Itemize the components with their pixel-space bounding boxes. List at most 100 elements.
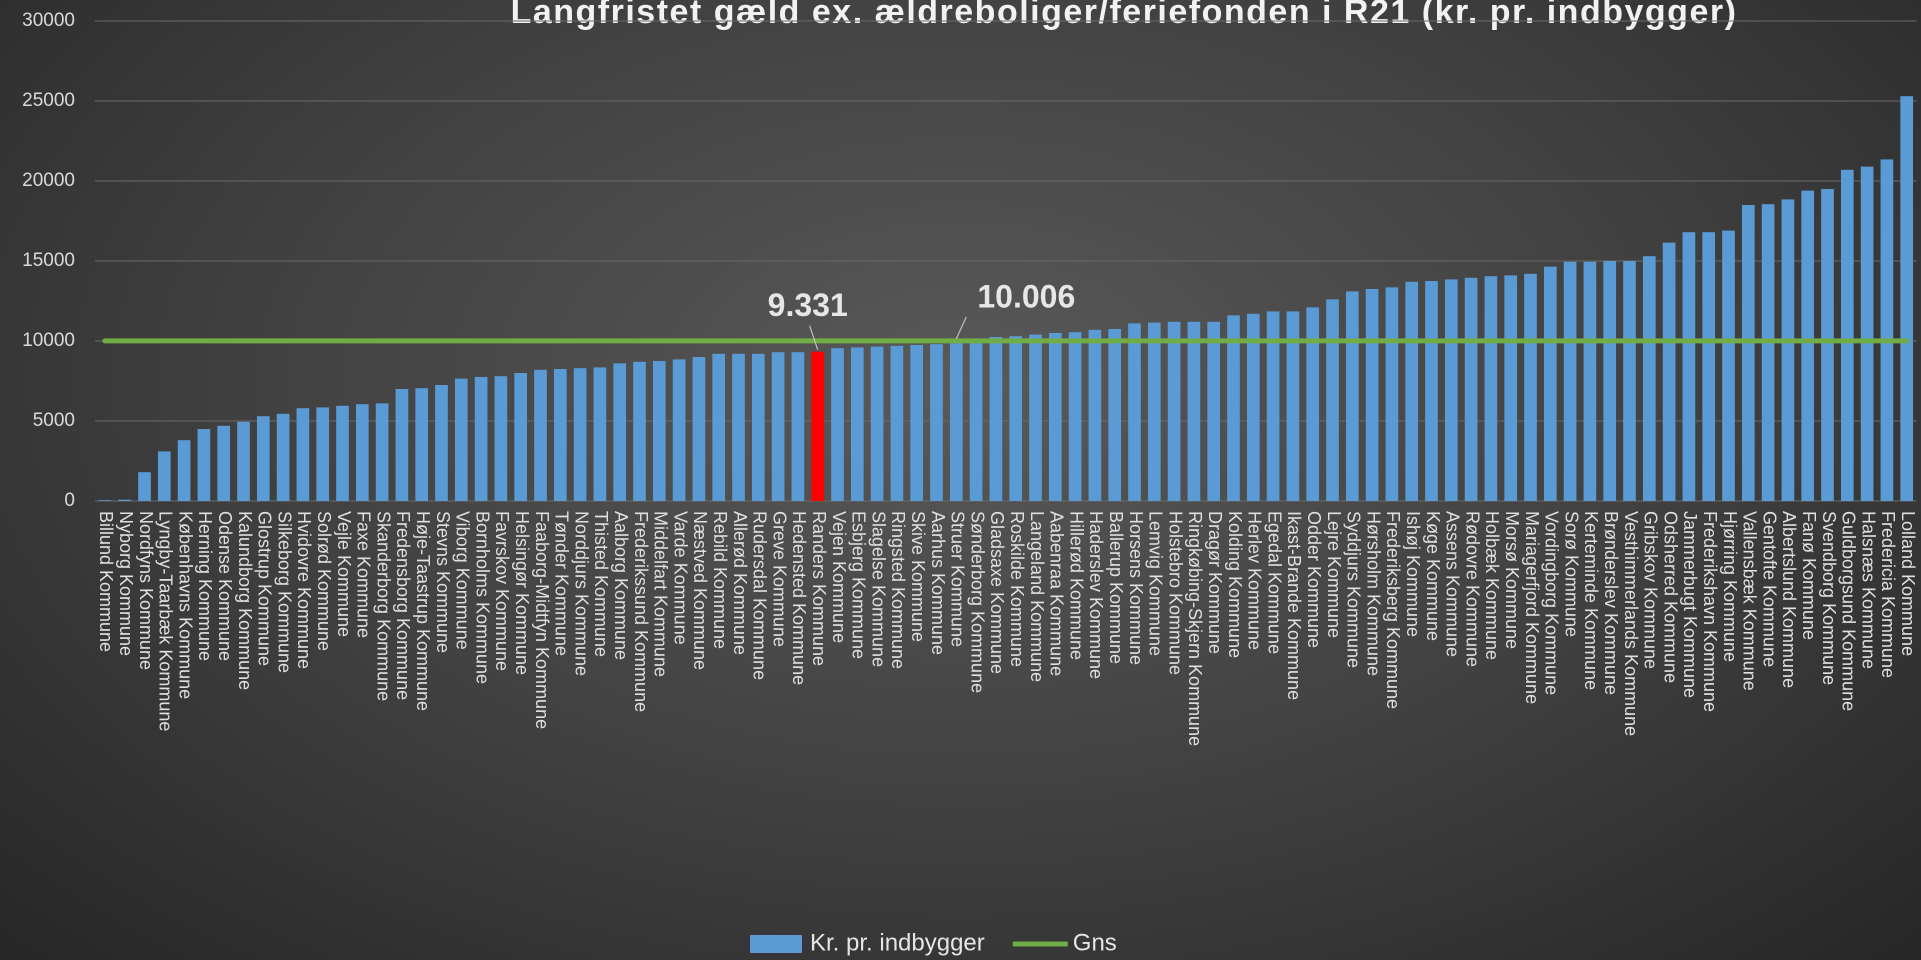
bar [1029, 334, 1042, 501]
x-tick-label: Svendborg Kommune [1819, 511, 1839, 685]
x-tick-label: Viborg Kommune [453, 511, 473, 650]
x-tick-label: Syddjurs Kommune [1344, 511, 1364, 668]
x-tick-label: Sønderborg Kommune [967, 511, 987, 693]
y-tick-label: 0 [64, 490, 75, 511]
bar [791, 352, 805, 501]
bar [989, 337, 1003, 501]
bar [969, 341, 983, 501]
bar [1682, 232, 1696, 501]
bar [1128, 323, 1141, 501]
bar [415, 388, 429, 501]
x-tick-label: Frederikssund Kommune [631, 511, 651, 712]
y-tick-label: 25000 [22, 90, 75, 111]
bar [771, 352, 785, 501]
leader-line [955, 316, 967, 340]
bar [1147, 322, 1161, 501]
bar [672, 359, 686, 501]
y-tick-label: 5000 [33, 410, 75, 431]
bar [514, 373, 528, 501]
x-tick-label: Slagelse Kommune [868, 511, 888, 667]
x-tick-label: Vordingborg Kommune [1542, 511, 1562, 695]
x-tick-label: Faxe Kommune [354, 511, 374, 638]
bar [355, 404, 369, 501]
x-tick-label: Odder Kommune [1304, 511, 1324, 648]
x-tick-label: Lejre Kommune [1324, 511, 1344, 638]
x-tick-label: Halsnæs Kommune [1858, 511, 1878, 669]
x-tick-label: Guldborgsund Kommune [1839, 511, 1859, 711]
bar [454, 378, 468, 501]
x-tick-label: Dragør Kommune [1205, 511, 1225, 654]
x-tick-label: Solrød Kommune [314, 511, 334, 651]
x-tick-label: Ishøj Kommune [1403, 511, 1423, 637]
x-tick-label: Næstved Kommune [690, 511, 710, 670]
bar [593, 367, 607, 501]
x-tick-label: Skanderborg Kommune [373, 511, 393, 701]
bar [474, 377, 488, 501]
x-tick-label: Frederiksberg Kommune [1383, 511, 1403, 709]
x-tick-label: Rudersdal Kommune [750, 511, 770, 680]
bar [1801, 190, 1815, 501]
x-tick-label: Herlev Kommune [1245, 511, 1265, 650]
x-tick-label: Jammerbugt Kommune [1680, 511, 1700, 698]
x-tick-label: Vejen Kommune [829, 511, 849, 643]
bar [1365, 289, 1379, 501]
bar [633, 361, 646, 501]
bar [692, 357, 706, 501]
bar [1702, 232, 1716, 501]
x-tick-label: Middelfart Kommune [651, 511, 671, 677]
x-tick-label: Herning Kommune [195, 511, 215, 661]
bar [890, 345, 904, 501]
bar [751, 353, 765, 501]
bar [1246, 313, 1260, 501]
x-tick-label: Odense Kommune [215, 511, 235, 661]
bar [870, 346, 884, 501]
bar [910, 345, 924, 501]
x-tick-label: Morsø Kommune [1502, 511, 1522, 649]
x-tick-label: Gentofte Kommune [1759, 511, 1779, 667]
x-tick-label: Skive Kommune [908, 511, 928, 642]
x-tick-label: Holstebro Kommune [1165, 511, 1185, 675]
bar [1543, 266, 1557, 501]
x-tick-label: Køge Kommune [1423, 511, 1443, 641]
bar [1504, 275, 1518, 501]
x-tick-label: Varde Kommune [670, 511, 690, 645]
x-tick-label: Ikast-Brande Kommune [1284, 511, 1304, 700]
bar [1405, 281, 1419, 501]
x-tick-label: Nyborg Kommune [116, 511, 136, 656]
bar [1524, 273, 1537, 501]
bar [1840, 169, 1854, 502]
x-tick-label: Ringkøbing-Skjern Kommune [1185, 511, 1205, 746]
x-tick-label: Vallensbæk Kommune [1740, 511, 1760, 691]
x-tick-label: Billund Kommune [96, 511, 116, 652]
bar [1900, 96, 1914, 501]
bar [712, 353, 726, 501]
bar [553, 369, 567, 501]
bar [1761, 204, 1775, 501]
x-tick-label: Brønderslev Kommune [1601, 511, 1621, 695]
bar [118, 499, 132, 501]
bar [1821, 189, 1834, 501]
legend-label: Gns [1073, 929, 1117, 956]
bar [613, 363, 627, 501]
x-tick-label: Egedal Kommune [1264, 511, 1284, 654]
x-tick-label: Glostrup Kommune [255, 511, 275, 666]
x-tick-label: Greve Kommune [769, 511, 789, 647]
bar [1741, 205, 1755, 501]
bar [1781, 199, 1795, 501]
bar [98, 500, 112, 501]
x-tick-label: Struer Kommune [948, 511, 968, 647]
bar [1227, 315, 1240, 501]
bar [1385, 287, 1399, 501]
bar [811, 351, 825, 501]
bar [296, 408, 310, 501]
x-tick-label: Fredericia Kommune [1878, 511, 1898, 678]
bar [1860, 166, 1874, 501]
bar [652, 361, 666, 501]
bar [1088, 329, 1102, 501]
x-tick-label: Vejle Kommune [334, 511, 354, 637]
x-tick-label: Albertslund Kommune [1779, 511, 1799, 688]
bar [336, 405, 349, 501]
bar [1009, 336, 1023, 501]
bar [1425, 281, 1438, 501]
